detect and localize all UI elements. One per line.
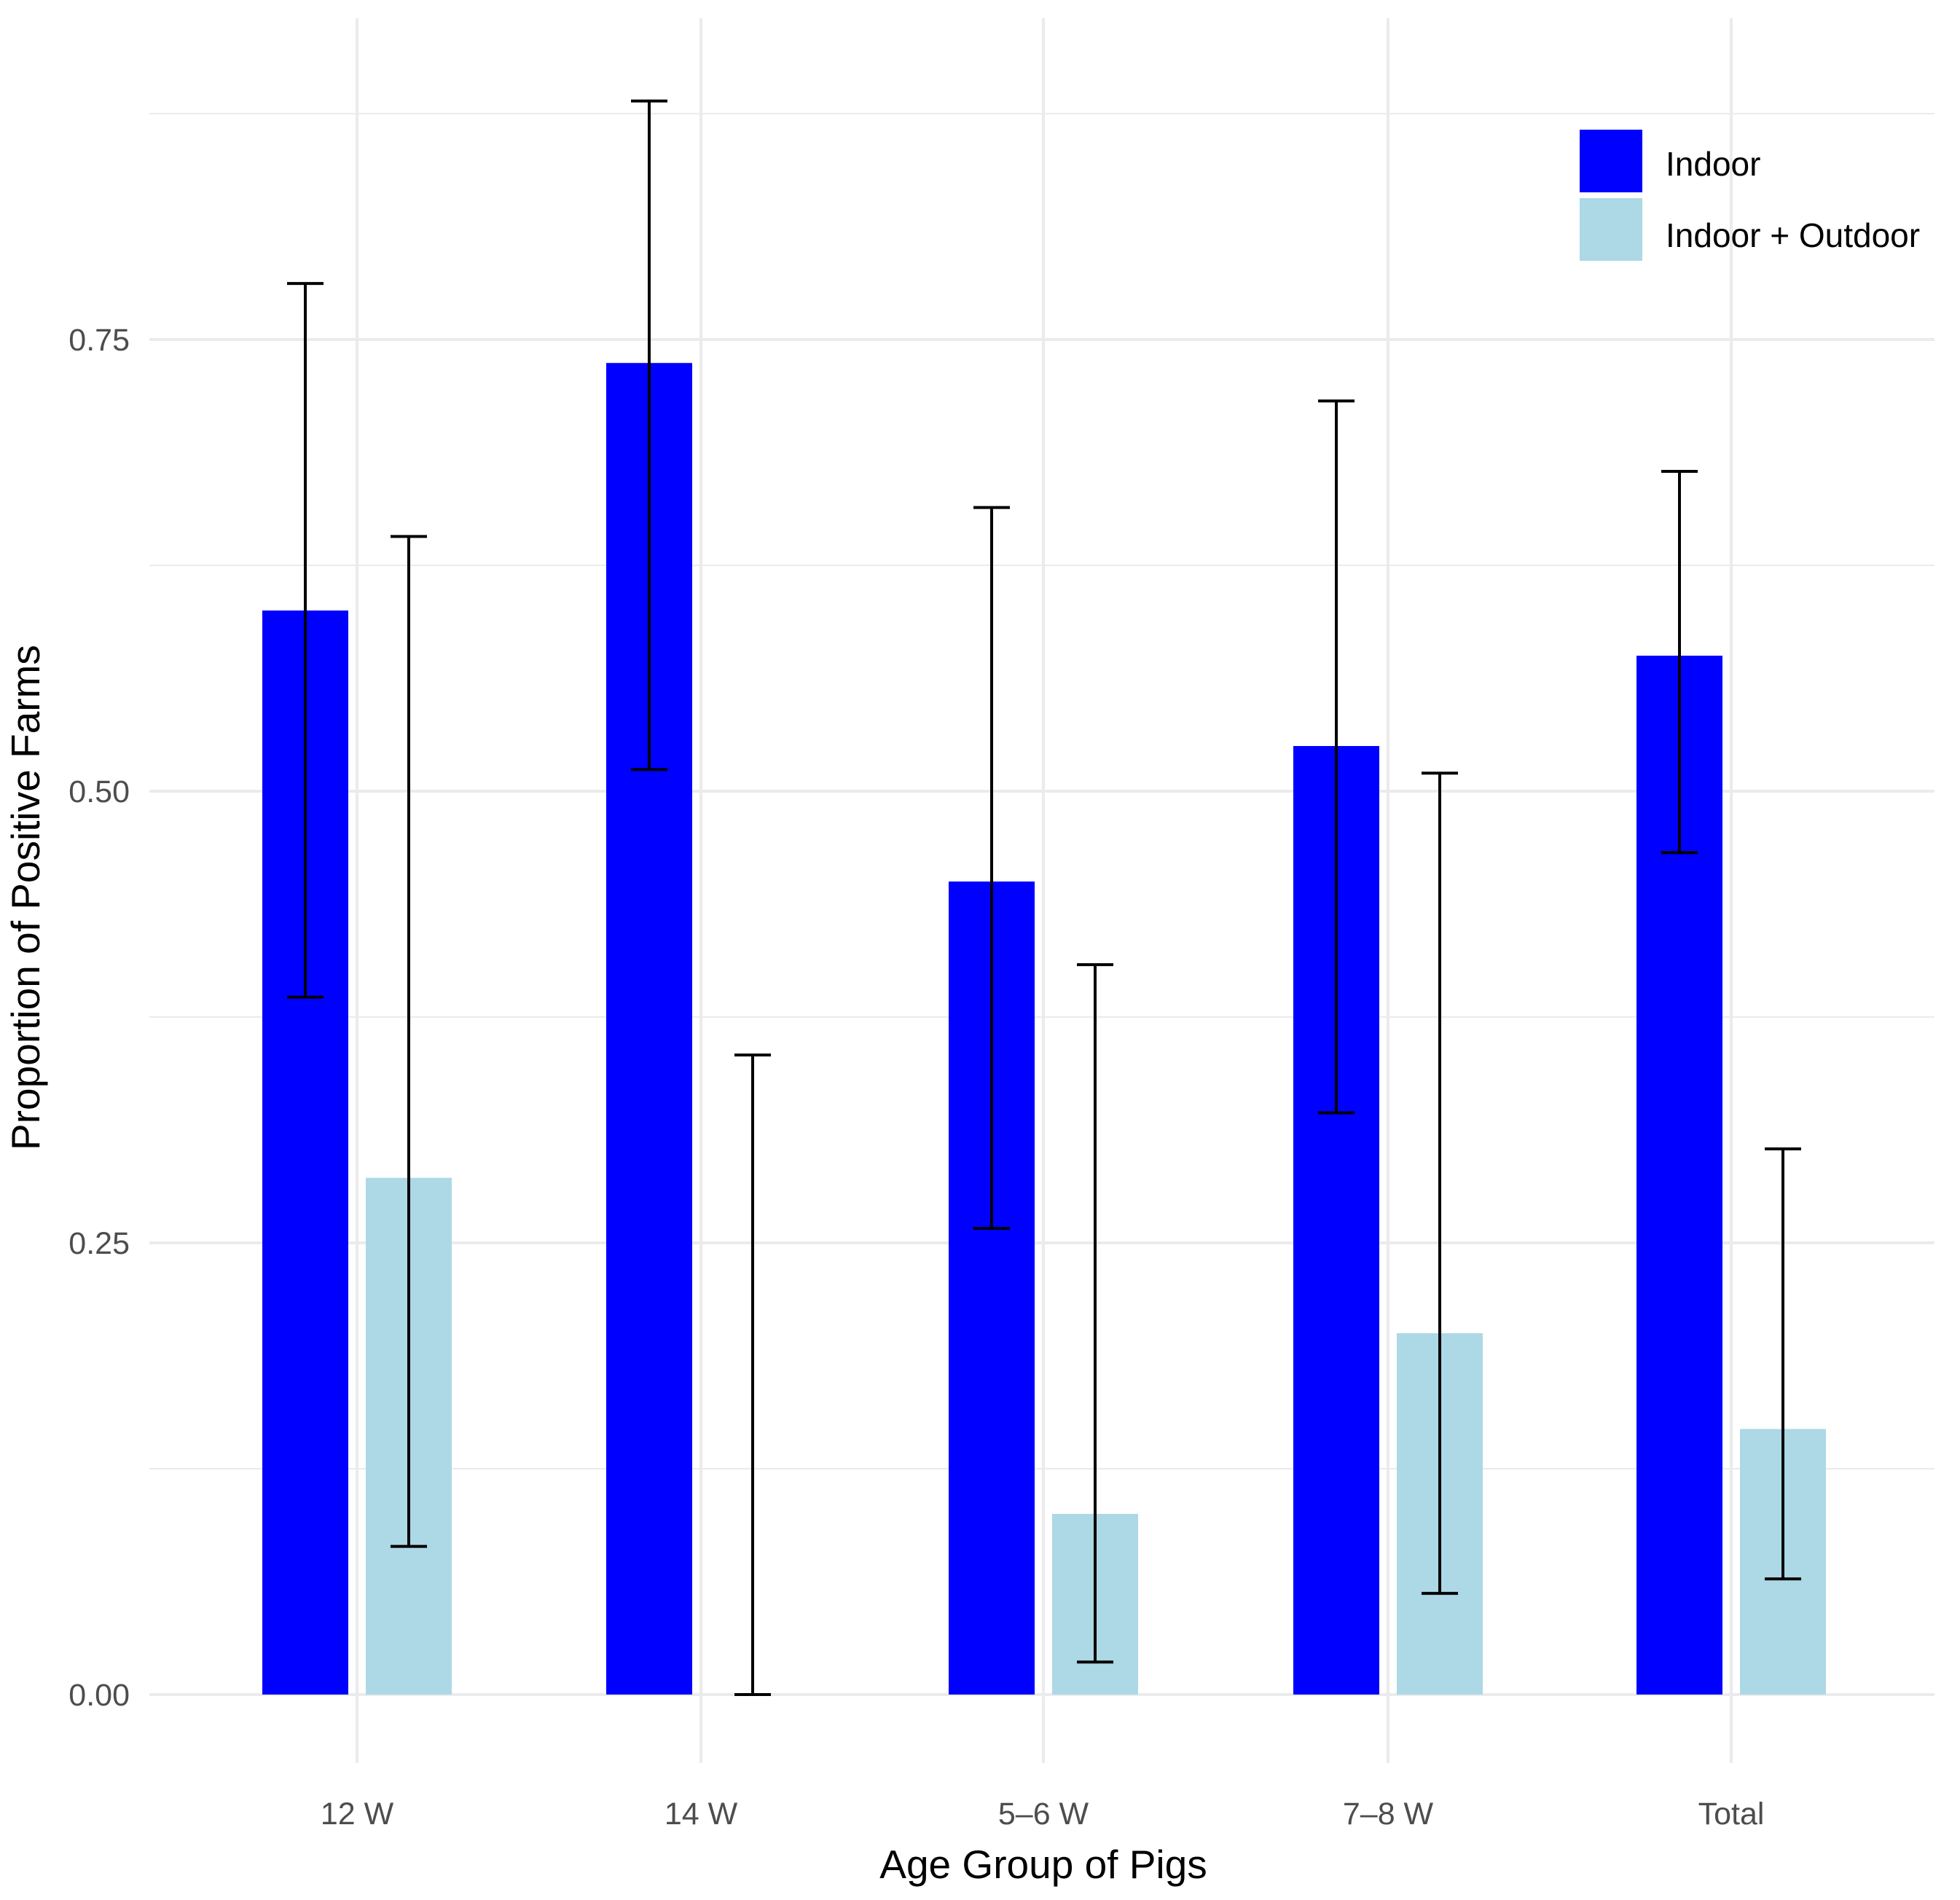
error-bar — [973, 506, 1010, 1230]
error-bar — [1765, 1147, 1801, 1581]
legend: Indoor Indoor + Outdoor — [1580, 130, 1920, 261]
bars — [262, 363, 1826, 1695]
y-tick-label: 0.00 — [68, 1678, 130, 1713]
error-bar — [1077, 963, 1113, 1664]
x-tick-label: 12 W — [321, 1797, 394, 1832]
x-axis-title: Age Group of Pigs — [879, 1842, 1207, 1887]
error-bar — [631, 99, 667, 772]
legend-label-indoor-outdoor: Indoor + Outdoor — [1666, 216, 1920, 254]
x-tick-label: 5–6 W — [998, 1797, 1089, 1832]
y-axis-ticks: 0.00 0.25 0.50 0.75 — [68, 323, 130, 1713]
x-tick-label: 14 W — [665, 1797, 738, 1832]
error-bar — [1661, 470, 1698, 855]
error-bar — [1422, 772, 1458, 1595]
error-bars — [287, 99, 1801, 1696]
y-tick-label: 0.25 — [68, 1226, 130, 1261]
x-tick-label: Total — [1698, 1797, 1765, 1832]
error-bar — [391, 535, 427, 1548]
legend-key-indoor — [1580, 130, 1642, 192]
legend-label-indoor: Indoor — [1666, 145, 1760, 183]
y-axis-title: Proportion of Positive Farms — [3, 645, 48, 1150]
x-axis-ticks: 12 W 14 W 5–6 W 7–8 W Total — [321, 1797, 1765, 1832]
error-bar — [287, 282, 324, 999]
error-bar — [734, 1053, 771, 1696]
y-tick-label: 0.50 — [68, 774, 130, 809]
legend-key-indoor-outdoor — [1580, 198, 1642, 261]
y-tick-label: 0.75 — [68, 323, 130, 358]
x-tick-label: 7–8 W — [1343, 1797, 1434, 1832]
error-bar — [1318, 399, 1355, 1115]
